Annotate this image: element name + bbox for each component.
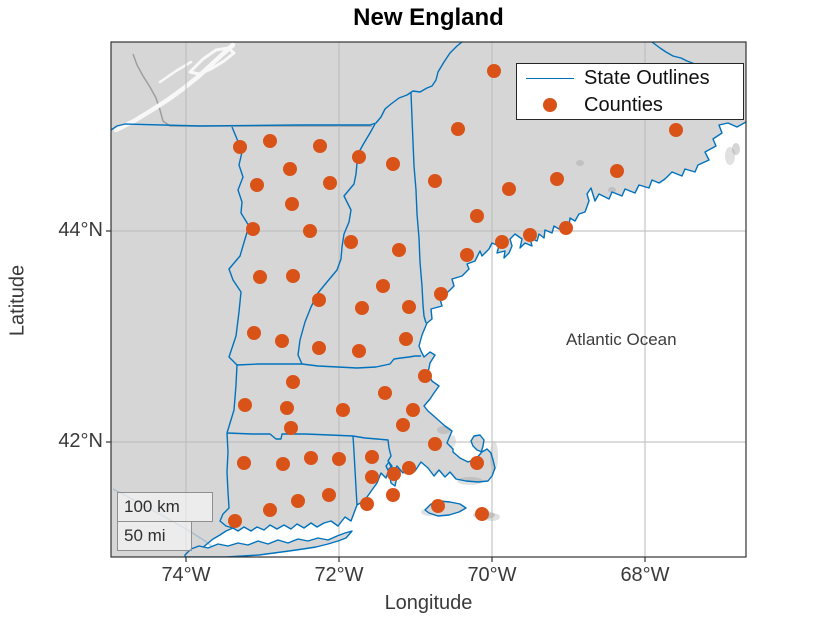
county-dot-vt[interactable] [285, 197, 299, 211]
county-dot-nh[interactable] [355, 301, 369, 315]
county-dots[interactable] [228, 64, 683, 528]
x-tick-label: 74°W [161, 564, 211, 586]
legend: State Outlines Counties [516, 63, 744, 120]
page-title: New England [353, 4, 504, 31]
county-dot-ct[interactable] [228, 514, 242, 528]
county-dot-vt[interactable] [247, 326, 261, 340]
county-dot-me[interactable] [451, 122, 465, 136]
county-dot-ri[interactable] [386, 488, 400, 502]
x-tick-label: 70°W [467, 564, 517, 586]
legend-label: Counties [584, 93, 663, 116]
county-dot-vt[interactable] [263, 134, 277, 148]
county-dot-vt[interactable] [253, 270, 267, 284]
legend-entry-counties: Counties [517, 92, 743, 118]
county-dot-ri[interactable] [365, 450, 379, 464]
county-dot-icon [522, 98, 578, 112]
county-dot-ma[interactable] [396, 418, 410, 432]
county-dot-ct[interactable] [322, 488, 336, 502]
state-outline-narragansett-island-b [385, 461, 392, 471]
county-dot-ma[interactable] [284, 421, 298, 435]
county-dot-me[interactable] [487, 64, 501, 78]
county-dot-me[interactable] [460, 248, 474, 262]
county-dot-nh[interactable] [392, 243, 406, 257]
county-dot-ct[interactable] [237, 456, 251, 470]
county-dot-ct[interactable] [276, 457, 290, 471]
county-dot-nh[interactable] [402, 300, 416, 314]
county-dot-vt[interactable] [275, 334, 289, 348]
state-outline-line-icon [522, 77, 578, 79]
county-dot-vt[interactable] [313, 139, 327, 153]
county-dot-me[interactable] [610, 164, 624, 178]
county-dot-nh[interactable] [352, 344, 366, 358]
county-dot-vt[interactable] [352, 150, 366, 164]
county-dot-me[interactable] [550, 172, 564, 186]
county-dot-ma[interactable] [280, 401, 294, 415]
state-outline-nh-me [410, 92, 427, 324]
county-dot-vt[interactable] [303, 224, 317, 238]
county-dot-ri[interactable] [387, 467, 401, 481]
county-dot-vt[interactable] [250, 178, 264, 192]
ocean-label: Atlantic Ocean [566, 330, 677, 349]
county-dot-ma[interactable] [470, 456, 484, 470]
county-dot-ct[interactable] [304, 451, 318, 465]
county-dot-nh[interactable] [399, 332, 413, 346]
county-dot-nh[interactable] [312, 341, 326, 355]
x-tick-label: 68°W [620, 564, 670, 586]
county-dot-ma[interactable] [336, 403, 350, 417]
x-tick-label: 72°W [314, 564, 364, 586]
county-dot-ma[interactable] [418, 369, 432, 383]
county-dot-me[interactable] [502, 182, 516, 196]
county-dot-nh[interactable] [376, 279, 390, 293]
state-outline-ct-ma [226, 432, 354, 440]
county-dot-me[interactable] [434, 287, 448, 301]
county-dot-ma[interactable] [378, 386, 392, 400]
county-dot-ma[interactable] [406, 403, 420, 417]
state-outline-canada-border-west [111, 42, 463, 131]
scalebar-miles: 50 mi [117, 521, 192, 551]
county-dot-ri[interactable] [365, 470, 379, 484]
x-axis-label: Longitude [384, 592, 473, 614]
county-dot-me[interactable] [470, 209, 484, 223]
county-dot-nh[interactable] [312, 293, 326, 307]
county-dot-vt[interactable] [246, 222, 260, 236]
county-dot-ct[interactable] [332, 452, 346, 466]
county-dot-me[interactable] [559, 221, 573, 235]
county-dot-ma[interactable] [431, 499, 445, 513]
county-dot-ma[interactable] [475, 507, 489, 521]
county-dot-me[interactable] [428, 174, 442, 188]
map-layers [111, 42, 746, 557]
y-tick-label: 42°N [58, 430, 103, 452]
state-outline-ma-nh [301, 355, 421, 369]
county-dot-ct[interactable] [263, 503, 277, 517]
state-outline-ma-ny [226, 364, 238, 434]
scalebar-kilometers: 100 km [117, 492, 213, 522]
state-outline-long-island [184, 530, 353, 557]
state-outline-canada-border-east [651, 42, 696, 65]
county-dot-ma[interactable] [238, 398, 252, 412]
county-dot-me[interactable] [495, 235, 509, 249]
state-outline-ct-ny [219, 432, 234, 529]
y-axis-label: Latitude [6, 264, 29, 337]
county-dot-vt[interactable] [283, 162, 297, 176]
state-outline-ma-vt [236, 363, 302, 366]
county-dot-vt[interactable] [233, 140, 247, 154]
state-outline-ri-ct [352, 435, 358, 506]
county-dot-me[interactable] [523, 228, 537, 242]
legend-label: State Outlines [584, 66, 710, 89]
county-dot-ma[interactable] [402, 461, 416, 475]
county-dot-ct[interactable] [291, 494, 305, 508]
county-dot-nh[interactable] [344, 235, 358, 249]
legend-entry-state-outlines: State Outlines [517, 65, 743, 91]
y-tick-label: 44°N [58, 219, 103, 241]
county-dot-vt[interactable] [286, 269, 300, 283]
county-dot-nh[interactable] [386, 157, 400, 171]
county-dot-ma[interactable] [428, 437, 442, 451]
county-dot-ri[interactable] [360, 497, 374, 511]
county-dot-vt[interactable] [323, 176, 337, 190]
county-dot-ma[interactable] [286, 375, 300, 389]
county-dot-me[interactable] [669, 123, 683, 137]
